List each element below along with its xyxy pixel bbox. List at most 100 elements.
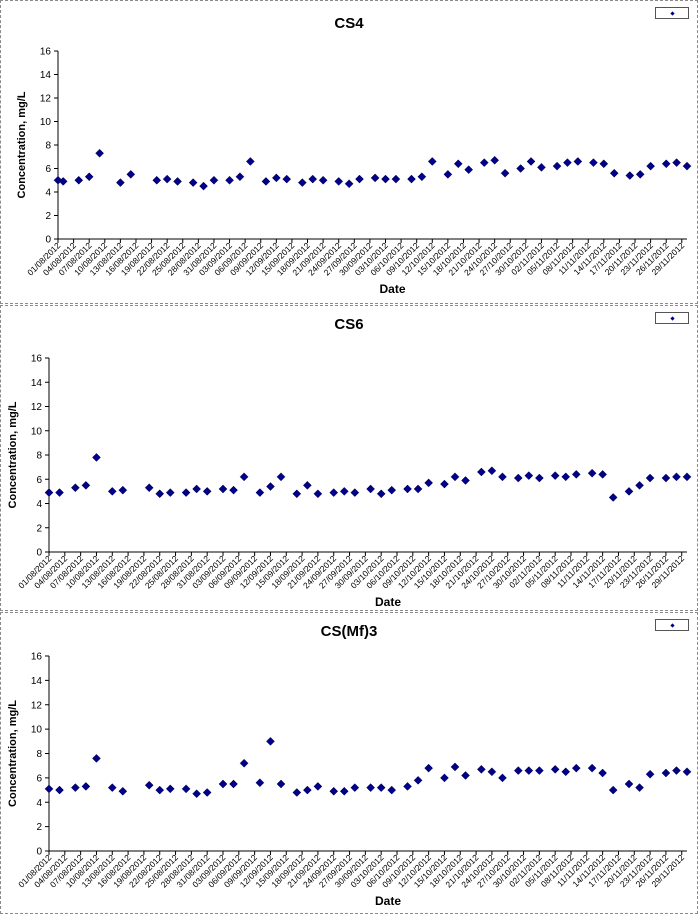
data-point <box>608 493 618 502</box>
data-point <box>225 175 234 185</box>
data-point <box>218 484 228 494</box>
data-point <box>229 779 238 789</box>
data-point <box>55 488 64 497</box>
data-point <box>355 174 364 184</box>
data-point <box>292 788 302 797</box>
data-point <box>55 785 64 795</box>
data-point <box>339 786 349 796</box>
data-point <box>329 488 339 497</box>
x-axis-title: Date <box>375 595 401 609</box>
data-point <box>535 766 544 775</box>
data-point <box>370 173 380 183</box>
y-tick-label: 8 <box>36 749 42 760</box>
data-point <box>144 780 154 790</box>
y-tick-label: 6 <box>36 773 42 784</box>
y-tick-label: 10 <box>40 117 52 128</box>
legend-box <box>655 7 689 19</box>
y-tick-label: 2 <box>36 822 42 833</box>
data-point <box>350 488 360 497</box>
data-point <box>552 161 562 171</box>
data-point <box>645 473 655 483</box>
y-tick-label: 6 <box>36 475 42 486</box>
data-point <box>661 768 671 778</box>
plot-area: 024681012141601/08/201204/08/201207/08/2… <box>7 652 692 908</box>
data-point <box>44 488 54 497</box>
data-point <box>661 473 671 483</box>
data-point <box>303 480 312 490</box>
data-point <box>479 158 489 167</box>
chart-title: CS(Mf)3 <box>320 623 378 640</box>
data-point <box>95 148 104 158</box>
data-point <box>513 473 523 483</box>
chart-panel-cs4: CS4 0 2 4 6 8 10 12 14 16 01/08/2012 04/08/2012 07/… <box>0 0 698 304</box>
y-tick-label: 16 <box>31 652 43 663</box>
data-point <box>608 785 618 795</box>
data-point <box>344 179 354 189</box>
y-tick-label: 4 <box>36 499 42 510</box>
data-point <box>81 782 91 791</box>
data-point <box>173 177 182 186</box>
data-point <box>646 161 655 171</box>
data-point <box>661 159 671 169</box>
data-point <box>292 489 302 499</box>
y-tick-label: 10 <box>31 426 43 437</box>
data-point <box>297 178 307 187</box>
data-point <box>81 480 91 490</box>
data-point <box>209 175 219 185</box>
data-point <box>598 768 607 778</box>
data-point <box>261 177 271 186</box>
data-point <box>282 174 292 184</box>
data-point <box>334 177 344 186</box>
y-tick-label: 8 <box>45 141 51 152</box>
data-point <box>308 174 318 184</box>
data-point <box>440 479 449 489</box>
y-axis-title: Concentration, mg/L <box>7 700 19 807</box>
data-point <box>516 164 526 173</box>
data-point <box>453 159 463 169</box>
data-point <box>165 784 175 794</box>
data-point <box>407 174 416 184</box>
data-point <box>44 784 54 794</box>
plot-area: 024681012141601/08/201204/08/201207/08/2… <box>16 47 692 296</box>
y-tick-label: 12 <box>40 94 52 105</box>
data-point <box>682 472 692 482</box>
plot-area: 024681012141601/08/201204/08/201207/08/2… <box>7 354 692 609</box>
data-point <box>635 480 644 490</box>
data-point <box>487 466 497 476</box>
data-point <box>266 736 275 746</box>
data-point <box>245 157 255 166</box>
data-point <box>635 170 645 179</box>
data-point <box>573 157 583 166</box>
y-tick-label: 4 <box>45 188 51 199</box>
data-point <box>450 472 460 482</box>
y-tick-label: 4 <box>36 798 42 809</box>
data-point <box>276 472 286 482</box>
data-point <box>609 168 619 178</box>
y-tick-label: 0 <box>36 548 42 559</box>
data-point <box>266 482 275 491</box>
data-point <box>624 779 634 789</box>
y-axis-title: Concentration, mg/L <box>7 401 19 508</box>
data-point <box>313 489 323 499</box>
data-point <box>366 484 375 494</box>
data-point <box>387 485 397 495</box>
data-point <box>303 785 312 795</box>
data-point <box>625 171 635 180</box>
data-point <box>192 789 201 799</box>
chart-title: CS6 <box>334 316 364 333</box>
data-point <box>255 488 265 497</box>
data-point <box>537 162 546 172</box>
data-point <box>350 783 360 792</box>
data-point <box>672 158 681 167</box>
data-point <box>477 764 486 774</box>
data-point <box>126 170 136 179</box>
y-axis-title: Concentration, mg/L <box>16 91 28 198</box>
data-point <box>424 478 433 488</box>
data-point <box>589 158 598 167</box>
data-point <box>71 783 80 792</box>
data-point <box>403 782 412 791</box>
y-tick-label: 6 <box>45 164 51 175</box>
data-point <box>645 769 655 779</box>
chart-panel-cs6: CS6 0 2 4 6 8 10 12 14 16 01/08/2012 04/08/2012 07/… <box>0 305 698 611</box>
data-point <box>92 453 101 462</box>
